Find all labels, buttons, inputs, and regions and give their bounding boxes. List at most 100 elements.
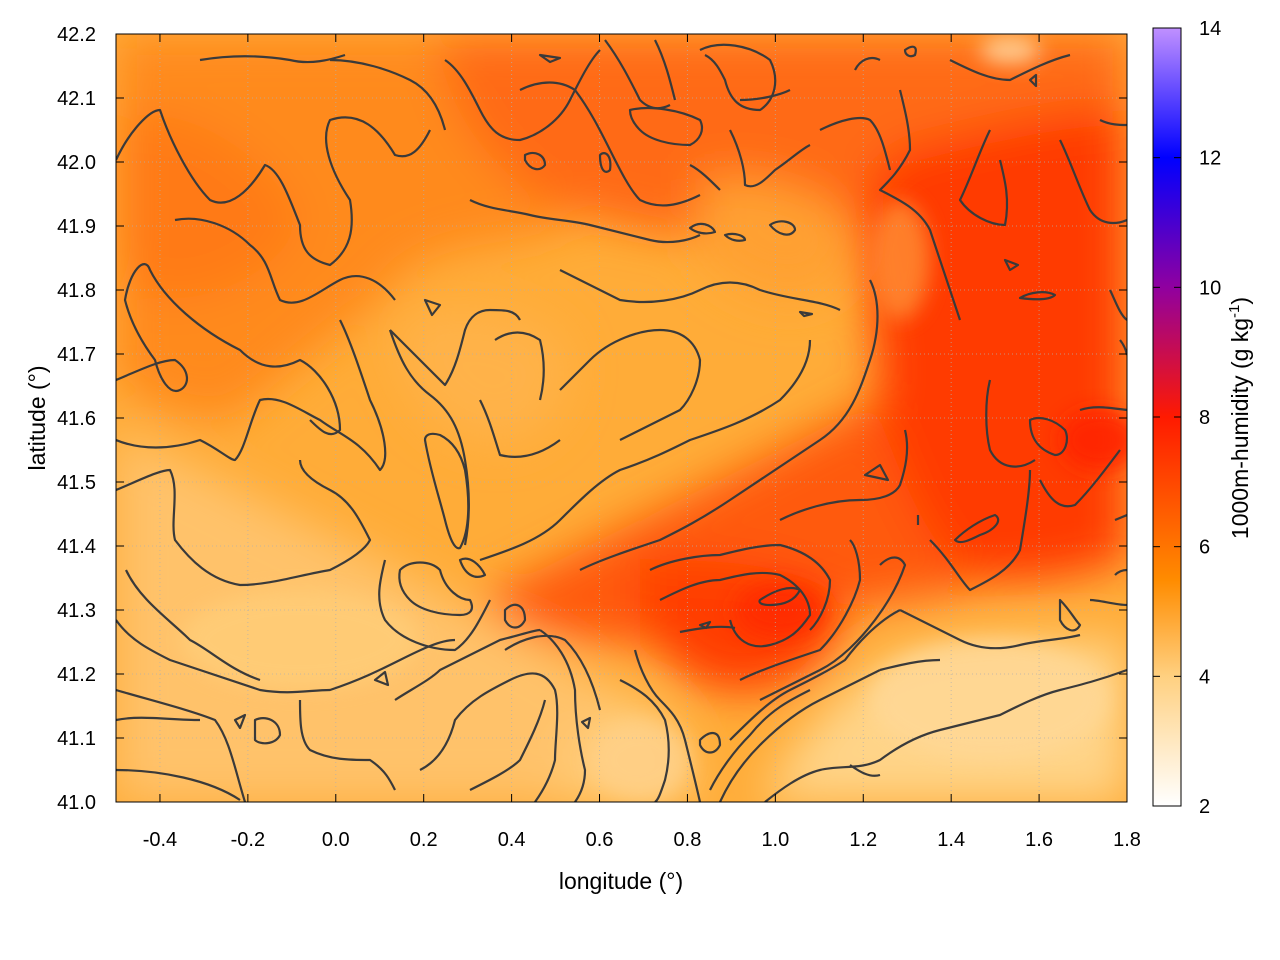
contour-line: [709, 689, 811, 791]
contour-line: [580, 716, 592, 730]
field-spot-4: [870, 640, 1110, 760]
contour-line: [469, 699, 547, 791]
contour-line: [423, 432, 470, 550]
x-tick-label: -0.4: [143, 829, 177, 851]
field-spot-5: [180, 590, 420, 690]
colorbar-tick-label: 4: [1199, 666, 1210, 688]
contour-line: [899, 609, 1081, 650]
contour-line: [389, 308, 521, 387]
contour-line: [199, 53, 346, 64]
field-c-dry: [396, 309, 568, 443]
colorbar-tick-label: 10: [1199, 277, 1221, 299]
contour-line: [878, 89, 962, 321]
contour-line: [444, 49, 601, 142]
grid-lines: [116, 34, 1127, 802]
contour-line: [494, 331, 545, 401]
contour-line: [503, 603, 527, 629]
contour-line: [523, 151, 547, 171]
contour-line: [779, 429, 909, 521]
y-tick-label: 41.5: [57, 472, 96, 494]
contour-line: [739, 539, 862, 681]
contour-line: [1018, 291, 1057, 301]
field-spot-3: [980, 36, 1040, 64]
y-axis-ticks: 41.0 41.1 41.2 41.3 41.4 41.5 41.6 41.7 41.8 41.9…: [57, 24, 1127, 814]
y-tick-label: 42.2: [57, 24, 96, 46]
x-tick-label: 1.6: [1025, 829, 1053, 851]
contour-line: [1059, 139, 1127, 225]
contour-line: [398, 561, 474, 617]
contour-line: [718, 669, 881, 802]
contour-line: [174, 217, 396, 304]
x-tick-label: 0.0: [322, 829, 350, 851]
contour-line: [759, 556, 907, 701]
contour-line: [116, 688, 247, 802]
x-axis-label: longitude (°): [559, 868, 683, 894]
contour-line: [116, 263, 342, 436]
contour-line: [504, 634, 602, 711]
x-tick-label: 1.4: [937, 829, 965, 851]
contour-line: [1039, 449, 1121, 508]
field-spot-7: [870, 200, 930, 320]
y-tick-label: 41.6: [57, 408, 96, 430]
contour-line: [1114, 513, 1127, 522]
x-tick-label: -0.2: [231, 829, 265, 851]
contour-line: [1089, 598, 1127, 607]
colorbar-label-sup: -1: [1226, 305, 1243, 318]
y-tick-label: 41.3: [57, 600, 96, 622]
contour-line: [628, 106, 704, 147]
contour-line: [985, 379, 1036, 468]
colorbar-label: 1000m-humidity (g kg-1): [1226, 297, 1253, 539]
humidity-contours: [116, 39, 1127, 802]
contour-line: [458, 557, 487, 578]
contour-line: [116, 319, 387, 472]
contour-line: [854, 56, 881, 71]
contour-line: [949, 53, 1071, 82]
contour-line: [903, 45, 917, 58]
y-tick-label: 41.2: [57, 664, 96, 686]
contour-line: [633, 649, 702, 802]
contour-line: [1099, 119, 1127, 127]
y-tick-label: 42.1: [57, 88, 96, 110]
contour-line: [519, 81, 701, 207]
x-tick-label: 0.2: [410, 829, 438, 851]
contour-line: [929, 469, 1032, 592]
contour-line: [1003, 258, 1020, 272]
contour-line: [116, 459, 372, 587]
x-tick-label: 1.2: [849, 829, 877, 851]
colorbar-tick-label: 8: [1199, 407, 1210, 429]
contour-line: [819, 116, 892, 171]
contour-line: [798, 310, 814, 318]
contour-line: [849, 764, 881, 777]
contour-line: [116, 108, 431, 267]
contour-line: [469, 199, 701, 244]
contour-line: [116, 768, 241, 801]
contour-line: [394, 628, 541, 701]
y-tick-label: 41.8: [57, 280, 96, 302]
contour-line: [699, 43, 777, 112]
colorbar-tick-label: 6: [1199, 537, 1210, 559]
contour-line: [479, 339, 812, 562]
y-tick-label: 41.4: [57, 536, 96, 558]
contour-line: [253, 717, 282, 745]
x-axis-ticks: -0.4 -0.2 0.0 0.2 0.4 0.6 0.8 1.0 1.2 1.4 1.6 1.8: [143, 34, 1141, 851]
x-tick-label: 0.4: [498, 829, 526, 851]
y-axis-label: latitude (°): [24, 365, 50, 470]
contour-line: [649, 543, 832, 631]
x-tick-label: 1.0: [761, 829, 789, 851]
contour-line: [373, 670, 390, 687]
contour-line: [689, 164, 721, 191]
y-tick-label: 41.1: [57, 728, 96, 750]
x-tick-label: 1.8: [1113, 829, 1141, 851]
field-spot-6: [590, 720, 690, 800]
contour-line: [698, 732, 722, 754]
field-spot-1: [1060, 410, 1127, 470]
contour-line: [378, 559, 491, 652]
contour-line: [538, 53, 562, 64]
contour-line: [1079, 406, 1127, 412]
field-east-core: [860, 110, 1127, 581]
contour-line: [559, 328, 702, 441]
contour-line: [1109, 289, 1127, 321]
colorbar-ticks: 2 4 6 8 10 12 14: [1153, 18, 1221, 818]
contour-line: [579, 279, 879, 571]
